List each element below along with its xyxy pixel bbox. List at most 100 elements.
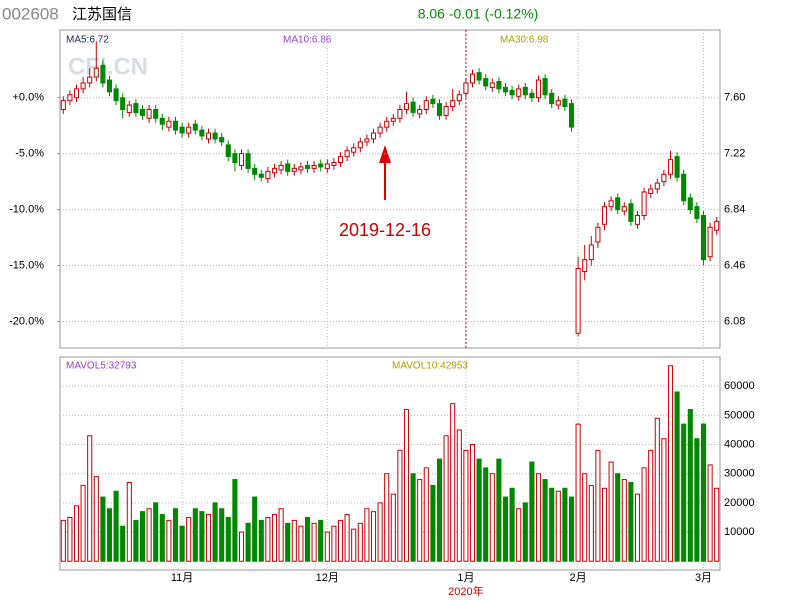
volume-bar	[443, 435, 449, 562]
ma-label: MA5:6.72	[66, 35, 109, 46]
volume-panel	[59, 356, 721, 571]
volume-tick-label: 40000	[724, 438, 755, 450]
candle-body	[219, 136, 225, 143]
candle-body	[601, 206, 608, 225]
candle-body	[93, 67, 99, 78]
candle-body	[80, 82, 86, 90]
candle-body	[496, 81, 502, 90]
x-tick-label: 1月	[457, 572, 474, 584]
candle-body	[535, 79, 542, 99]
price-tick-label: 7.22	[724, 148, 745, 160]
candle-body	[502, 86, 509, 93]
volume-bar	[555, 490, 561, 562]
candle-body	[423, 100, 429, 110]
volume-bar	[403, 409, 410, 562]
candle-body	[377, 126, 383, 134]
price-tick-label: 6.46	[724, 259, 745, 271]
volume-bar	[621, 479, 627, 562]
candle-body	[153, 109, 159, 119]
volume-bar	[304, 516, 311, 562]
volume-bar	[582, 473, 588, 562]
volume-bar	[225, 516, 231, 562]
candle-body	[489, 82, 495, 88]
volume-bar	[397, 449, 403, 562]
volume-bar	[80, 484, 86, 562]
volume-bar	[337, 519, 344, 562]
candle-body	[568, 103, 575, 128]
volume-bar	[450, 403, 456, 562]
volume-bar	[139, 511, 146, 562]
candle-body	[575, 268, 581, 334]
volume-bar	[318, 519, 324, 562]
volume-bar	[681, 423, 687, 562]
volume-bar	[344, 514, 350, 562]
percent-tick-label: -20.0%	[9, 315, 44, 327]
watermark: CFi.CN	[68, 53, 148, 80]
price-tick-label: 6.84	[724, 204, 745, 216]
candle-body	[397, 109, 403, 119]
price-tick-label: 6.08	[724, 315, 745, 327]
candle-body	[370, 132, 377, 140]
candle-body	[628, 203, 634, 222]
volume-bar	[93, 476, 99, 562]
candle-body	[172, 120, 179, 131]
candle-body	[483, 78, 489, 87]
candle-body	[390, 117, 396, 122]
candle-body	[555, 100, 561, 106]
volume-bar	[291, 519, 297, 562]
candle-body	[186, 126, 192, 134]
candle-body	[595, 226, 601, 243]
candle-body	[450, 100, 456, 108]
volume-bar	[502, 496, 509, 562]
candle-body	[179, 126, 185, 134]
price-panel	[59, 29, 721, 349]
volume-bar	[588, 484, 594, 562]
volume-bar	[509, 487, 515, 562]
mavol-label: MAVOL5:32793	[66, 361, 137, 372]
volume-bar	[370, 511, 377, 562]
candle-body	[67, 94, 73, 102]
candle-body	[621, 206, 627, 212]
ma-label: MA10:6.86	[283, 35, 332, 46]
candle-body	[311, 164, 317, 169]
candle-body	[139, 109, 146, 116]
candle-body	[674, 156, 680, 178]
candle-body	[304, 164, 311, 169]
stock-code: 002608	[2, 4, 59, 23]
volume-bar	[146, 508, 152, 562]
candle-body	[133, 103, 139, 113]
volume-bar	[186, 516, 192, 562]
candle-body	[106, 79, 113, 93]
volume-bar	[199, 511, 205, 562]
candle-body	[582, 259, 588, 272]
volume-bar	[153, 502, 159, 562]
volume-tick-label: 60000	[724, 380, 755, 392]
percent-tick-label: -5.0%	[15, 148, 44, 160]
volume-bar	[469, 444, 476, 562]
volume-tick-label: 30000	[724, 468, 755, 480]
volume-tick-label: 20000	[724, 497, 755, 509]
volume-bar	[654, 417, 660, 562]
volume-bar	[568, 496, 575, 562]
candle-body	[608, 200, 614, 208]
volume-bar	[674, 391, 680, 562]
volume-bar	[516, 508, 522, 562]
candle-body	[476, 72, 482, 81]
volume-bar	[258, 519, 264, 562]
candle-body	[146, 109, 152, 119]
candle-body	[694, 206, 700, 219]
candle-body	[357, 141, 363, 149]
candle-body	[60, 100, 66, 110]
volume-bar	[549, 487, 555, 562]
candle-body	[278, 164, 284, 171]
candle-body	[542, 78, 548, 96]
candle-body	[159, 117, 165, 125]
volume-bar	[384, 473, 390, 562]
volume-bar	[166, 519, 172, 562]
annotation: 2019-12-16	[339, 220, 431, 240]
volume-bar	[106, 508, 113, 562]
volume-bar	[252, 496, 258, 562]
candle-body	[509, 89, 515, 96]
volume-bar	[271, 514, 278, 562]
